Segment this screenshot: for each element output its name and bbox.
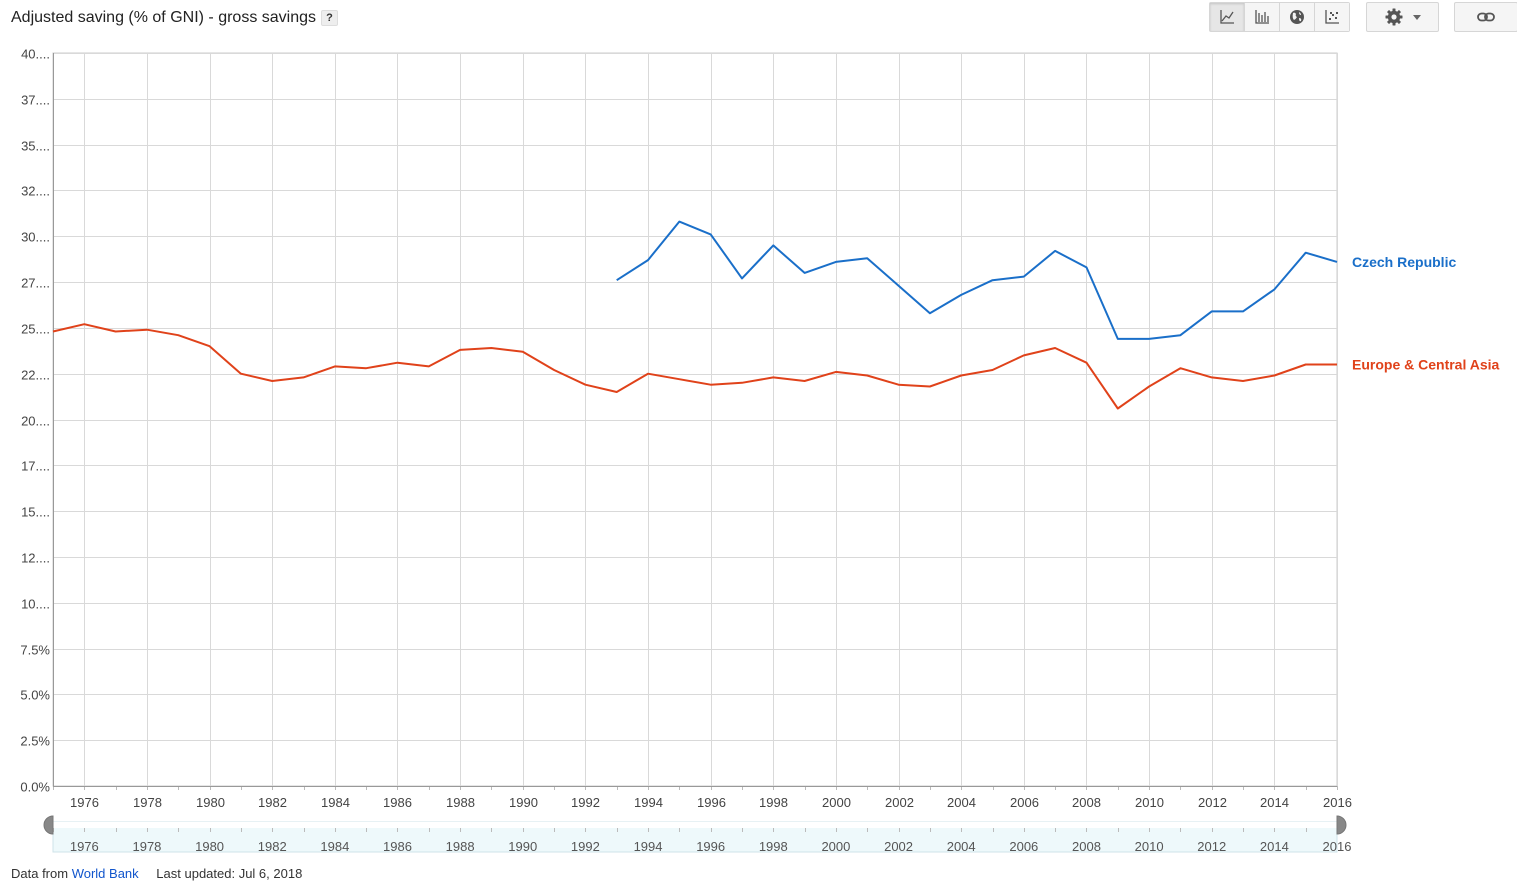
plot-area bbox=[52, 52, 1338, 787]
x-tick-label: 1988 bbox=[446, 795, 475, 810]
slider-tick-label: 2010 bbox=[1135, 839, 1164, 854]
world-bank-link[interactable]: World Bank bbox=[71, 866, 139, 881]
chart-title-text: Adjusted saving (% of GNI) - gross savin… bbox=[11, 9, 317, 26]
slider-tick-label: 2004 bbox=[947, 839, 976, 854]
help-button[interactable]: ? bbox=[321, 9, 339, 26]
slider-tick-label: 1980 bbox=[195, 839, 224, 854]
x-tick-label: 1986 bbox=[383, 795, 412, 810]
share-link-button[interactable] bbox=[1454, 2, 1517, 32]
x-tick-label: 1982 bbox=[258, 795, 287, 810]
range-slider-top-band bbox=[53, 822, 1337, 828]
x-tick-label: 2000 bbox=[822, 795, 851, 810]
slider-tick-label: 1978 bbox=[132, 839, 161, 854]
scatter-plot-icon bbox=[1325, 10, 1339, 24]
x-tick-label: 1998 bbox=[759, 795, 788, 810]
chain-link-icon bbox=[1477, 12, 1495, 22]
x-tick-label: 2004 bbox=[947, 795, 976, 810]
slider-tick-label: 1988 bbox=[446, 839, 475, 854]
x-tick-label: 2016 bbox=[1323, 795, 1352, 810]
slider-tick-label: 2014 bbox=[1260, 839, 1289, 854]
x-tick-label: 2012 bbox=[1198, 795, 1227, 810]
x-tick-label: 1980 bbox=[196, 795, 225, 810]
x-tick-label: 2014 bbox=[1260, 795, 1289, 810]
range-slider-end-handle[interactable] bbox=[1336, 815, 1347, 835]
x-tick-label: 2008 bbox=[1072, 795, 1101, 810]
settings-button[interactable] bbox=[1366, 2, 1439, 32]
source-prefix: Data from bbox=[11, 866, 69, 881]
globe-map-icon bbox=[1290, 10, 1304, 24]
slider-tick-label: 1990 bbox=[508, 839, 537, 854]
slider-tick-label: 1992 bbox=[571, 839, 600, 854]
y-tick-label: 17.... bbox=[21, 459, 50, 474]
x-tick-label: 1984 bbox=[321, 795, 350, 810]
range-slider-start-handle[interactable] bbox=[43, 815, 54, 835]
x-tick-label: 2010 bbox=[1135, 795, 1164, 810]
y-tick-label: 37.... bbox=[21, 93, 50, 108]
slider-tick-label: 1976 bbox=[70, 839, 99, 854]
y-tick-label: 2.5% bbox=[20, 734, 50, 749]
x-tick-label: 1990 bbox=[509, 795, 538, 810]
y-tick-label: 20.... bbox=[21, 414, 50, 429]
map-view-button[interactable] bbox=[1280, 3, 1315, 31]
line-chart-button[interactable] bbox=[1210, 3, 1245, 31]
line-chart: 0.0% 2.5% 5.0% 7.5% 10.... 12.... 15.... 17....… bbox=[20, 47, 1500, 855]
slider-tick-label: 2000 bbox=[821, 839, 850, 854]
y-tick-label: 40.... bbox=[21, 47, 50, 62]
gear-icon bbox=[1385, 8, 1402, 26]
slider-tick-label: 2008 bbox=[1072, 839, 1101, 854]
y-tick-label: 30.... bbox=[21, 230, 50, 245]
y-tick-label: 15.... bbox=[21, 505, 50, 520]
series-label: Europe & Central Asia bbox=[1352, 357, 1500, 373]
slider-tick-label: 1984 bbox=[320, 839, 349, 854]
slider-tick-label: 1982 bbox=[258, 839, 287, 854]
bar-chart-icon bbox=[1255, 10, 1269, 24]
scatter-plot-button[interactable] bbox=[1315, 3, 1349, 31]
y-tick-label: 12.... bbox=[21, 551, 50, 566]
slider-tick-label: 2012 bbox=[1197, 839, 1226, 854]
x-tick-label: 2006 bbox=[1010, 795, 1039, 810]
chart-title: Adjusted saving (% of GNI) - gross savin… bbox=[11, 9, 339, 27]
slider-tick-label: 1996 bbox=[696, 839, 725, 854]
y-tick-label: 0.0% bbox=[20, 780, 50, 795]
slider-tick-label: 2002 bbox=[884, 839, 913, 854]
y-tick-label: 22.... bbox=[21, 368, 50, 383]
footer: Data from World Bank Last updated: Jul 6… bbox=[11, 866, 302, 881]
slider-tick-label: 1986 bbox=[383, 839, 412, 854]
slider-tick-label: 2006 bbox=[1009, 839, 1038, 854]
caret-down-icon bbox=[1412, 14, 1421, 20]
x-tick-label: 1992 bbox=[571, 795, 600, 810]
y-tick-label: 35.... bbox=[21, 139, 50, 154]
series-line-europe-central-asia bbox=[52, 323, 1337, 410]
last-updated: Last updated: Jul 6, 2018 bbox=[156, 866, 303, 881]
slider-tick-label: 2016 bbox=[1323, 839, 1352, 854]
series-line-czech-republic bbox=[616, 220, 1338, 340]
slider-tick-label: 1994 bbox=[634, 839, 663, 854]
x-tick-label: 1978 bbox=[133, 795, 162, 810]
y-tick-label: 7.5% bbox=[20, 643, 50, 658]
chart-type-toolbar bbox=[1209, 2, 1350, 32]
y-tick-label: 25.... bbox=[21, 322, 50, 337]
x-tick-label: 1994 bbox=[634, 795, 663, 810]
x-tick-label: 2002 bbox=[885, 795, 914, 810]
x-tick-label: 1996 bbox=[697, 795, 726, 810]
line-chart-icon bbox=[1220, 10, 1234, 24]
bar-chart-button[interactable] bbox=[1245, 3, 1280, 31]
y-tick-label: 32.... bbox=[21, 184, 50, 199]
y-tick-label: 27.... bbox=[21, 276, 50, 291]
slider-tick-label: 1998 bbox=[759, 839, 788, 854]
series-label: Czech Republic bbox=[1352, 254, 1456, 270]
y-tick-label: 5.0% bbox=[20, 688, 50, 703]
x-tick-label: 1976 bbox=[70, 795, 99, 810]
y-tick-label: 10.... bbox=[21, 597, 50, 612]
